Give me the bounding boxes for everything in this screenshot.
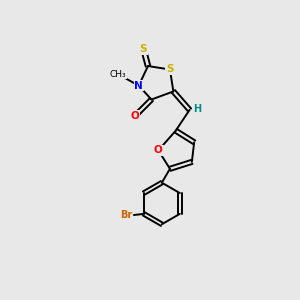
- Text: O: O: [154, 145, 163, 155]
- Text: S: S: [166, 64, 174, 74]
- Text: O: O: [131, 111, 140, 121]
- Text: N: N: [134, 81, 143, 91]
- Text: Br: Br: [120, 210, 133, 220]
- Text: H: H: [194, 104, 202, 114]
- Text: S: S: [140, 44, 147, 54]
- Text: CH₃: CH₃: [110, 70, 126, 79]
